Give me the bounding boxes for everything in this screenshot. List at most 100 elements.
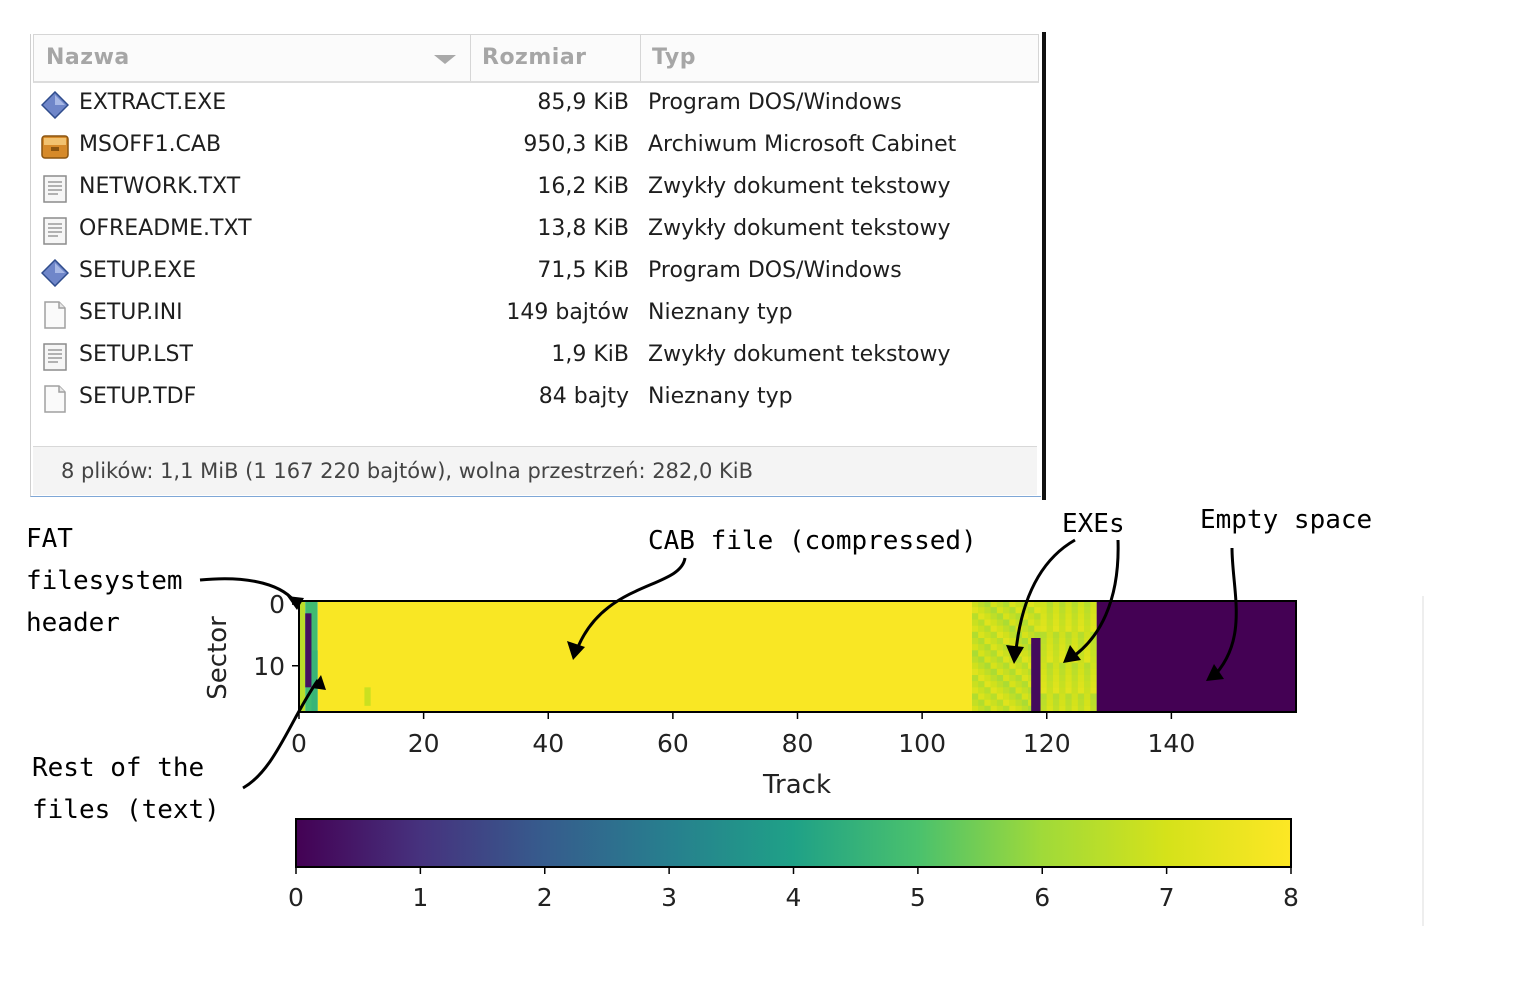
heatmap-cell (1021, 656, 1029, 663)
heatmap-cell (1046, 662, 1053, 669)
heatmap-cell (1028, 625, 1035, 632)
file-row[interactable]: SETUP.EXE 71,5 KiB Program DOS/Windows (33, 250, 1033, 292)
x-tick-label: 80 (782, 729, 814, 758)
heatmap-cell (1071, 601, 1078, 608)
heatmap-cell (1077, 662, 1085, 669)
file-row[interactable]: NETWORK.TXT 16,2 KiB Zwykły dokument tekst… (33, 166, 1033, 208)
heatmap-cell (996, 625, 1004, 632)
heatmap-cell (1021, 675, 1029, 682)
file-size: 950,3 KiB (523, 132, 629, 157)
heatmap-cell (1090, 705, 1097, 712)
file-name: OFREADME.TXT (79, 216, 252, 241)
heatmap-cell (971, 662, 979, 669)
heatmap-cell (1065, 613, 1072, 620)
heatmap-cell (1003, 625, 1010, 632)
colorbar-tick-label: 7 (1159, 883, 1175, 912)
heatmap-region (1096, 601, 1296, 712)
heatmap-cell (1046, 644, 1053, 651)
file-size: 1,9 KiB (551, 342, 629, 367)
heatmap-cell (1077, 668, 1085, 675)
heatmap-cell (996, 675, 1004, 682)
heatmap-cell (971, 687, 979, 694)
heatmap-cell (1077, 693, 1085, 700)
heatmap-cell (1046, 638, 1053, 645)
file-row[interactable]: SETUP.TDF 84 bajty Nieznany typ (33, 376, 1033, 418)
heatmap-cell (1059, 607, 1066, 614)
heatmap-cell (1077, 699, 1085, 706)
sort-down-icon[interactable] (434, 55, 456, 64)
arrow-exe-1 (1013, 538, 1076, 661)
heatmap-cell (1071, 613, 1078, 620)
arrowhead-icon (1206, 664, 1224, 681)
heatmap-cell (996, 619, 1004, 626)
column-separator[interactable] (640, 35, 641, 81)
heatmap-cell (996, 681, 1004, 688)
heatmap-cell (1059, 650, 1066, 657)
x-tick-label: 60 (657, 729, 689, 758)
file-row[interactable]: SETUP.LST 1,9 KiB Zwykły dokument tekstowy (33, 334, 1033, 376)
file-name: SETUP.TDF (79, 384, 197, 409)
heatmap-cell (1003, 619, 1010, 626)
colorbar-tick-label: 8 (1283, 883, 1299, 912)
heatmap-cell (1003, 699, 1010, 706)
file-size: 84 bajty (538, 384, 629, 409)
heatmap-cell (1052, 668, 1060, 675)
heatmap-cell (1021, 699, 1029, 706)
heatmap-cell (1040, 668, 1047, 675)
column-header-type[interactable]: Typ (652, 45, 696, 70)
file-size: 149 bajtów (506, 300, 629, 325)
heatmap-cell (984, 650, 991, 657)
heatmap-cell (990, 681, 997, 688)
heatmap-cell (1009, 631, 1016, 638)
heatmap-cell (1071, 705, 1078, 712)
file-row[interactable]: MSOFF1.CAB 950,3 KiB Archiwum Microsoft Ca… (33, 124, 1033, 166)
y-tick-label: 10 (253, 652, 285, 681)
heatmap-cell (1003, 607, 1010, 614)
heatmap-cell (1090, 693, 1097, 700)
heatmap-cell (1084, 631, 1091, 638)
heatmap-cell (1021, 705, 1029, 712)
column-separator[interactable] (470, 35, 471, 81)
heatmap-cell (1084, 613, 1091, 620)
heatmap-cell (971, 693, 979, 700)
heatmap-cell (1015, 619, 1022, 626)
x-tick-label: 120 (1023, 729, 1071, 758)
heatmap-cell (1003, 662, 1010, 669)
column-header-name[interactable]: Nazwa (46, 45, 130, 70)
heatmap-cell (1059, 644, 1066, 651)
arrow-empty (1210, 547, 1238, 680)
file-row[interactable]: EXTRACT.EXE 85,9 KiB Program DOS/Windows (33, 82, 1033, 124)
heatmap-cell (1077, 607, 1085, 614)
heatmap-cell (971, 644, 979, 651)
colorbar-tick-label: 6 (1034, 883, 1050, 912)
file-row[interactable]: SETUP.INI 149 bajtów Nieznany typ (33, 292, 1033, 334)
file-name: EXTRACT.EXE (79, 90, 227, 115)
heatmap-cell (1040, 699, 1047, 706)
heatmap-cell (1052, 656, 1060, 663)
heatmap-cell (1065, 662, 1072, 669)
heatmap-cell (1090, 644, 1097, 651)
heatmap-cell (978, 656, 985, 663)
heatmap-cell (1015, 607, 1022, 614)
arrow-heads (287, 596, 1224, 690)
archive-icon (41, 133, 69, 161)
colorbar-tick-label: 4 (786, 883, 802, 912)
heatmap-cell (996, 662, 1004, 669)
heatmap-cell (305, 613, 312, 688)
heatmap-cell (1046, 607, 1053, 614)
heatmap-cell (1077, 687, 1085, 694)
heatmap-cell (1052, 625, 1060, 632)
heatmap-cell (990, 625, 997, 632)
file-row[interactable]: OFREADME.TXT 13,8 KiB Zwykły dokument teks… (33, 208, 1033, 250)
column-header-size[interactable]: Rozmiar (482, 45, 587, 70)
heatmap-cell (1084, 625, 1091, 632)
heatmap-cell (1084, 638, 1091, 645)
file-size: 16,2 KiB (537, 174, 629, 199)
heatmap-cell (1034, 631, 1041, 638)
heatmap-cell (1046, 705, 1053, 712)
heatmap-cell (1046, 699, 1053, 706)
heatmap-cell (1040, 662, 1047, 669)
heatmap-cell (1040, 625, 1047, 632)
heatmap-cell (1084, 675, 1091, 682)
heatmap-cell (1015, 681, 1022, 688)
